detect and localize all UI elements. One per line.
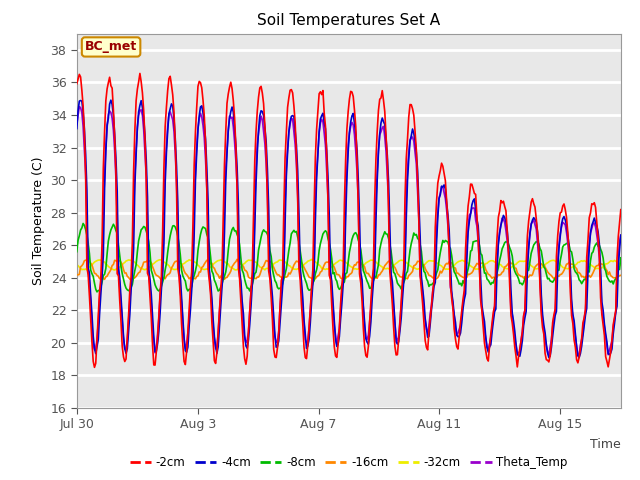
-4cm xyxy=(107,97,115,103)
-4cm xyxy=(575,355,583,360)
-4cm xyxy=(390,298,397,304)
Theta_Temp xyxy=(574,353,582,359)
-2cm xyxy=(506,284,513,289)
-4cm xyxy=(452,319,460,325)
-32cm xyxy=(506,266,513,272)
-2cm xyxy=(495,214,502,220)
Text: Time: Time xyxy=(590,438,621,451)
-2cm xyxy=(116,298,124,303)
-8cm xyxy=(506,245,513,251)
Line: Theta_Temp: Theta_Temp xyxy=(77,107,621,356)
-2cm xyxy=(617,207,625,213)
Text: BC_met: BC_met xyxy=(85,40,137,53)
-32cm xyxy=(617,262,625,268)
-16cm xyxy=(115,258,122,264)
-32cm xyxy=(116,264,124,270)
-2cm xyxy=(574,360,582,366)
-16cm xyxy=(617,273,625,278)
-4cm xyxy=(116,275,124,281)
Title: Soil Temperatures Set A: Soil Temperatures Set A xyxy=(257,13,440,28)
-16cm xyxy=(453,270,461,276)
-32cm xyxy=(495,261,502,266)
Y-axis label: Soil Temperature (C): Soil Temperature (C) xyxy=(32,156,45,285)
Theta_Temp xyxy=(504,251,512,256)
-4cm xyxy=(573,344,580,349)
-4cm xyxy=(493,264,501,270)
-32cm xyxy=(73,262,81,268)
-2cm xyxy=(136,71,144,76)
-32cm xyxy=(111,267,118,273)
-2cm xyxy=(453,344,461,349)
-32cm xyxy=(308,256,316,262)
-8cm xyxy=(79,221,87,227)
-8cm xyxy=(617,255,625,261)
Line: -32cm: -32cm xyxy=(77,259,621,270)
-32cm xyxy=(453,260,461,266)
Line: -4cm: -4cm xyxy=(77,100,621,358)
-32cm xyxy=(574,260,582,265)
-8cm xyxy=(574,272,582,278)
Theta_Temp xyxy=(76,104,83,109)
Theta_Temp xyxy=(73,121,81,127)
-8cm xyxy=(391,271,399,276)
Line: -16cm: -16cm xyxy=(77,259,621,281)
Legend: -2cm, -4cm, -8cm, -16cm, -32cm, Theta_Temp: -2cm, -4cm, -8cm, -16cm, -32cm, Theta_Te… xyxy=(125,451,573,474)
-16cm xyxy=(574,270,582,276)
-2cm xyxy=(391,343,399,349)
-16cm xyxy=(390,263,397,269)
-16cm xyxy=(400,278,408,284)
-4cm xyxy=(73,126,81,132)
Theta_Temp xyxy=(617,232,625,238)
-4cm xyxy=(617,232,625,238)
Line: -8cm: -8cm xyxy=(77,224,621,292)
-8cm xyxy=(453,275,461,280)
-4cm xyxy=(504,243,512,249)
-16cm xyxy=(495,272,502,277)
Theta_Temp xyxy=(452,326,460,332)
-16cm xyxy=(506,259,513,264)
-16cm xyxy=(233,256,241,262)
Line: -2cm: -2cm xyxy=(77,73,621,367)
Theta_Temp xyxy=(390,305,397,311)
-2cm xyxy=(73,81,81,86)
-2cm xyxy=(91,364,99,370)
Theta_Temp xyxy=(493,258,501,264)
Theta_Temp xyxy=(573,344,580,349)
Theta_Temp xyxy=(116,284,124,289)
-8cm xyxy=(495,264,502,270)
-16cm xyxy=(73,272,81,277)
-32cm xyxy=(391,262,399,267)
-8cm xyxy=(73,249,81,254)
-8cm xyxy=(117,264,125,269)
-8cm xyxy=(93,289,101,295)
